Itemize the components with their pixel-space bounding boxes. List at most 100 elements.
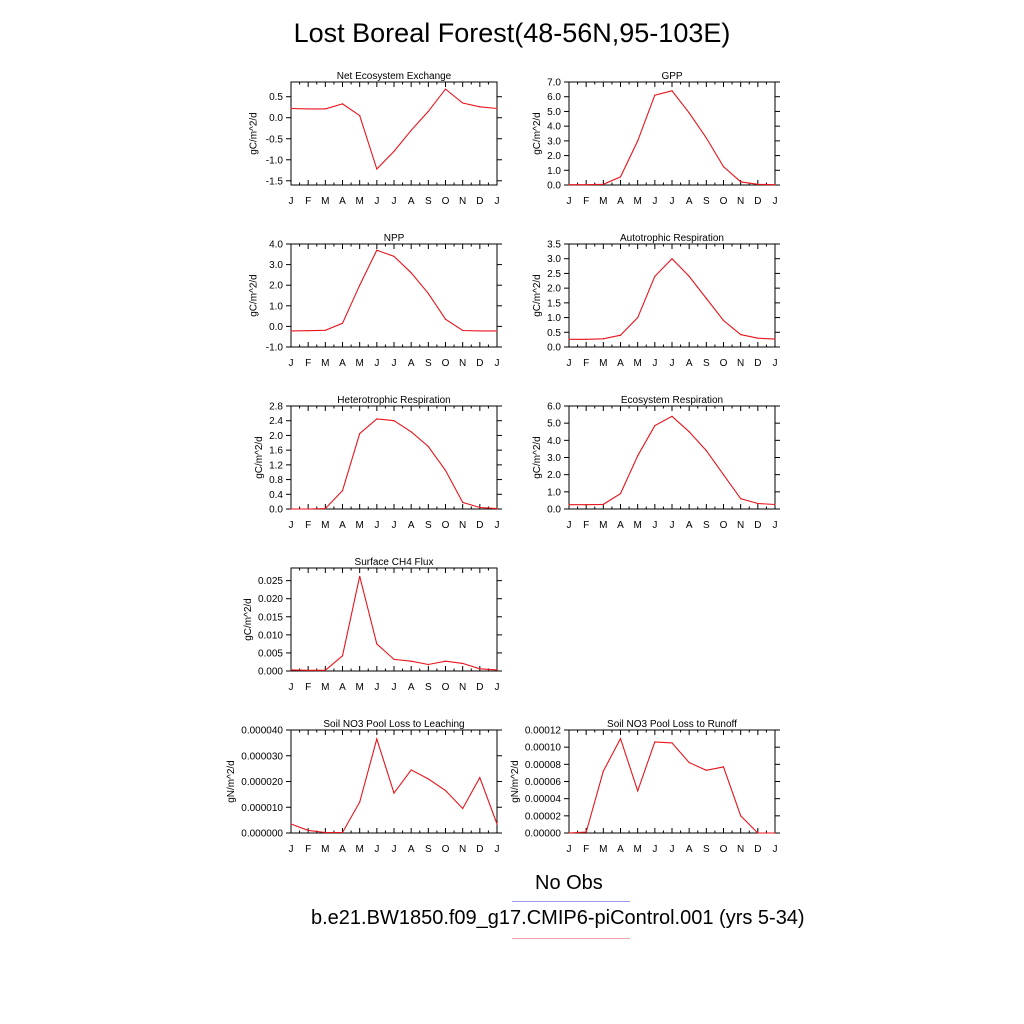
data-point <box>324 669 326 671</box>
panel-title: Soil NO3 Pool Loss to Leaching <box>323 719 464 730</box>
y-tick-label: 0.0 <box>269 322 283 333</box>
data-point <box>619 737 622 740</box>
data-point <box>462 329 464 332</box>
x-tick-label: A <box>339 358 346 369</box>
x-tick-label: J <box>567 844 572 855</box>
series-line <box>290 576 498 671</box>
data-point <box>479 668 481 670</box>
x-tick-label: J <box>495 520 500 531</box>
data-point <box>427 663 429 666</box>
x-tick-label: J <box>567 196 572 207</box>
data-point <box>393 658 395 661</box>
x-tick-label: A <box>408 520 415 531</box>
data-point <box>585 504 587 506</box>
y-tick-label: 4.0 <box>269 240 283 251</box>
y-tick-label: -1.0 <box>266 343 284 354</box>
data-point <box>619 492 622 495</box>
x-tick-label: M <box>355 358 363 369</box>
x-tick-label: A <box>339 196 346 207</box>
data-point <box>307 669 309 671</box>
data-point <box>568 832 570 834</box>
data-point <box>359 115 361 117</box>
y-tick-label: 0.0 <box>547 505 561 516</box>
x-tick-label: J <box>652 196 657 207</box>
data-point <box>324 831 326 834</box>
x-tick-label: J <box>374 520 379 531</box>
x-tick-label: M <box>599 358 607 369</box>
x-tick-label: O <box>442 358 450 369</box>
x-tick-label: A <box>686 844 693 855</box>
plot-frame <box>290 243 498 348</box>
x-tick-label: J <box>670 358 675 369</box>
x-tick-label: M <box>599 844 607 855</box>
x-tick-label: J <box>773 844 778 855</box>
y-tick-label: 2.0 <box>547 470 561 481</box>
x-tick-label: J <box>567 358 572 369</box>
y-tick-label: 1.2 <box>269 460 283 471</box>
y-tick-label: 0.000010 <box>241 803 283 814</box>
data-point <box>585 184 587 186</box>
data-point <box>722 474 725 476</box>
y-tick-label: 0.00004 <box>525 794 562 805</box>
data-point <box>654 425 656 427</box>
plot-frame <box>568 405 776 510</box>
data-point <box>705 137 707 139</box>
data-point <box>774 832 776 834</box>
data-point <box>479 106 481 108</box>
y-axis-label: gC/m^2/d <box>243 598 254 641</box>
data-point <box>637 316 639 319</box>
data-point <box>444 318 447 320</box>
plot-frame <box>568 81 776 186</box>
data-point <box>479 330 481 332</box>
x-tick-label: J <box>773 520 778 531</box>
data-point <box>393 255 395 257</box>
x-tick-label: M <box>355 520 363 531</box>
data-point <box>496 508 498 510</box>
x-tick-label: J <box>495 358 500 369</box>
y-tick-label: 3.5 <box>547 240 561 251</box>
x-tick-label: A <box>686 358 693 369</box>
data-point <box>324 508 326 510</box>
y-tick-label: 0.000 <box>258 667 283 678</box>
x-tick-label: M <box>321 196 329 207</box>
data-point <box>722 766 725 768</box>
data-point <box>688 762 690 764</box>
data-point <box>705 450 707 452</box>
x-tick-label: D <box>754 196 761 207</box>
x-tick-label: F <box>305 844 311 855</box>
data-point <box>740 334 742 336</box>
legend-label-obs: No Obs <box>535 872 603 894</box>
x-tick-label: J <box>670 844 675 855</box>
y-tick-label: 0.5 <box>547 328 561 339</box>
data-point <box>740 498 742 500</box>
data-point <box>410 769 412 771</box>
data-point <box>359 575 361 577</box>
y-tick-label: 0.000000 <box>241 829 283 840</box>
x-tick-label: M <box>633 520 641 531</box>
y-tick-label: 2.0 <box>547 284 561 295</box>
data-point <box>359 801 361 803</box>
x-tick-label: A <box>339 682 346 693</box>
series-line <box>291 418 498 510</box>
data-point <box>427 110 429 113</box>
y-tick-label: 1.0 <box>547 487 561 498</box>
x-tick-label: F <box>305 196 311 207</box>
data-point <box>410 272 412 274</box>
data-point <box>705 769 707 771</box>
x-tick-label: J <box>374 682 379 693</box>
x-tick-label: J <box>495 682 500 693</box>
y-tick-label: 1.5 <box>547 298 561 309</box>
data-point <box>757 832 759 834</box>
data-point <box>740 815 742 817</box>
y-tick-label: 6.0 <box>547 402 561 413</box>
x-tick-label: J <box>392 358 397 369</box>
data-point <box>462 102 464 104</box>
y-tick-label: 6.0 <box>547 92 561 103</box>
x-tick-label: M <box>321 682 329 693</box>
y-tick-label: 1.0 <box>269 301 283 312</box>
data-point <box>688 275 690 277</box>
data-point <box>290 669 292 671</box>
x-tick-label: D <box>476 682 483 693</box>
data-point <box>568 338 570 340</box>
data-point <box>290 823 292 825</box>
